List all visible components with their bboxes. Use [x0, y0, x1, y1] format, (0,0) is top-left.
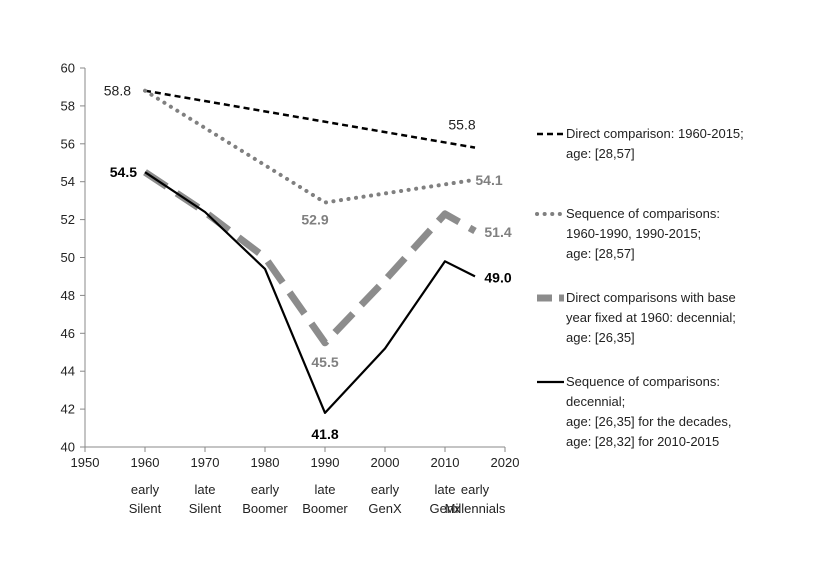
legend-entry-2-line: age: [28,57]	[566, 246, 635, 261]
y-tick-label: 54	[61, 174, 75, 189]
data-label: 52.9	[301, 212, 328, 228]
legend-entry-3-line: Direct comparisons with base	[566, 290, 736, 305]
legend-entry-2-line: Sequence of comparisons:	[566, 206, 720, 221]
data-label: 45.5	[311, 354, 338, 370]
generation-label-line1: late	[315, 482, 336, 497]
legend-entry-4-line: Sequence of comparisons:	[566, 374, 720, 389]
legend: Direct comparison: 1960-2015; age: [28,57…	[535, 126, 744, 449]
generation-label-line1: late	[435, 482, 456, 497]
x-tick-label: 2000	[371, 455, 400, 470]
series-line-2	[143, 88, 477, 205]
data-label: 54.1	[475, 172, 502, 188]
y-tick-label: 42	[61, 402, 75, 417]
x-tick-label: 1960	[131, 455, 160, 470]
data-label: 54.5	[110, 164, 137, 180]
data-label: 58.8	[104, 83, 131, 99]
legend-entry-2-line: 1960-1990, 1990-2015;	[566, 226, 701, 241]
series-line-3	[143, 169, 477, 347]
generation-label-line1: early	[131, 482, 160, 497]
y-tick-label: 44	[61, 364, 75, 379]
legend-entry-4-line: age: [26,35] for the decades,	[566, 414, 732, 429]
generation-label-line2: Boomer	[302, 501, 348, 516]
generation-label-line1: late	[195, 482, 216, 497]
data-label: 55.8	[448, 117, 475, 133]
y-tick-label: 52	[61, 212, 75, 227]
data-labels: 58.8 55.8 54.5 52.9 54.1 51.4 49.0 45.5 41.8	[104, 83, 512, 442]
generation-label-line1: early	[251, 482, 280, 497]
legend-entry-3-line: age: [26,35]	[566, 330, 635, 345]
x-tick-label: 2020	[491, 455, 520, 470]
x-tick-label: 1990	[311, 455, 340, 470]
generation-label-line1: early	[371, 482, 400, 497]
data-label: 49.0	[484, 269, 511, 285]
axes: 40 42 44 46 48 50 52 54 56 58 60 1950 1960 1970 1980 19…	[61, 61, 520, 517]
series-layer	[143, 88, 477, 414]
generation-label-line2: GenX	[368, 501, 402, 516]
generation-label-line2: Silent	[129, 501, 162, 516]
generation-label-line1: early	[461, 482, 490, 497]
legend-entry-1-line: age: [28,57]	[566, 146, 635, 161]
legend-entry-4-line: age: [28,32] for 2010-2015	[566, 434, 719, 449]
legend-entry-3-line: year fixed at 1960: decennial;	[566, 310, 736, 325]
x-tick-label: 2010	[431, 455, 460, 470]
generation-label-line2: Silent	[189, 501, 222, 516]
y-tick-label: 50	[61, 250, 75, 265]
y-tick-label: 60	[61, 61, 75, 76]
y-tick-label: 48	[61, 288, 75, 303]
legend-entry-1-line: Direct comparison: 1960-2015;	[566, 126, 744, 141]
y-tick-label: 46	[61, 326, 75, 341]
series-line-4	[144, 171, 476, 414]
x-tick-label: 1970	[191, 455, 220, 470]
y-tick-label: 58	[61, 98, 75, 113]
series-line-1	[144, 89, 476, 149]
y-tick-label: 40	[61, 440, 75, 455]
x-tick-label: 1950	[71, 455, 100, 470]
generation-label-line2: Boomer	[242, 501, 288, 516]
x-tick-label: 1980	[251, 455, 280, 470]
generation-label-line2: Genx	[429, 501, 461, 516]
generation-label-line2: Millennials	[445, 501, 506, 516]
y-tick-label: 56	[61, 136, 75, 151]
data-label: 41.8	[311, 426, 338, 442]
legend-entry-4-line: decennial;	[566, 394, 625, 409]
data-label: 51.4	[484, 224, 511, 240]
